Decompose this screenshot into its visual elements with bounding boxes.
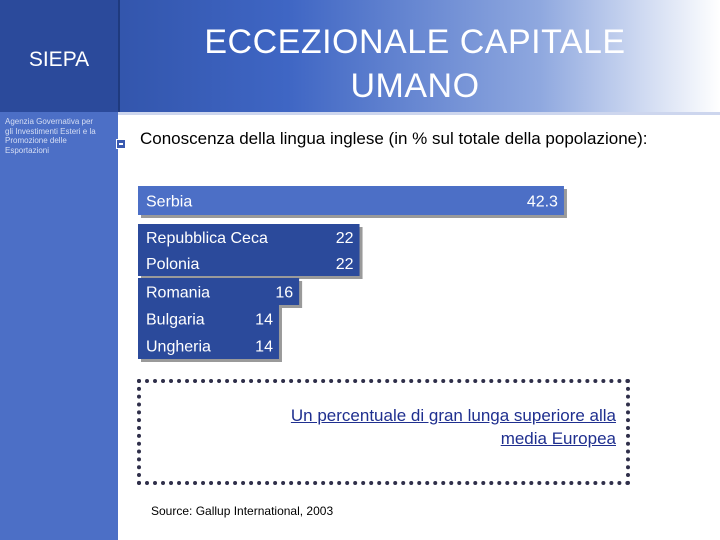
logo-panel xyxy=(0,0,118,112)
category-label: Romania xyxy=(146,285,210,302)
source-box: Source: Gallup International, 2003 xyxy=(138,494,368,538)
bar-bulgaria xyxy=(138,305,279,332)
bar-serbia xyxy=(138,186,564,215)
category-label: Ungheria xyxy=(146,339,211,356)
category-label: Polonia xyxy=(146,256,199,273)
category-label: Bulgaria xyxy=(146,312,205,329)
callout-box xyxy=(137,379,630,485)
siepa-logo: SIEPA xyxy=(28,48,90,71)
agency-description: Agenzia Governativa per gli Investimenti… xyxy=(5,117,96,155)
chart-subtitle: Conoscenza della lingua inglese (in % su… xyxy=(140,129,648,148)
bullet-icon xyxy=(116,139,126,149)
value-label: 14 xyxy=(255,339,273,356)
bar-polonia xyxy=(138,250,360,276)
logo-divider xyxy=(118,0,120,112)
source-note: Source: Gallup International, 2003 xyxy=(151,504,334,518)
header-divider xyxy=(118,112,720,115)
value-label: 22 xyxy=(336,230,354,247)
value-label: 22 xyxy=(336,256,354,273)
value-label: 14 xyxy=(255,312,273,329)
bar-repubblica-ceca xyxy=(138,224,360,250)
value-label: 42.3 xyxy=(527,194,558,211)
bar-ungheria xyxy=(138,332,279,359)
category-label: Repubblica Ceca xyxy=(146,230,268,247)
value-label: 16 xyxy=(275,285,293,302)
bar-romania xyxy=(138,278,300,305)
category-label: Serbia xyxy=(146,194,192,211)
callout-text: Un percentuale di gran lunga superiore a… xyxy=(290,406,616,448)
left-band xyxy=(0,112,118,540)
header-banner xyxy=(0,0,720,112)
slide-title: ECCEZIONALE CAPITALE UMANO xyxy=(204,23,626,105)
